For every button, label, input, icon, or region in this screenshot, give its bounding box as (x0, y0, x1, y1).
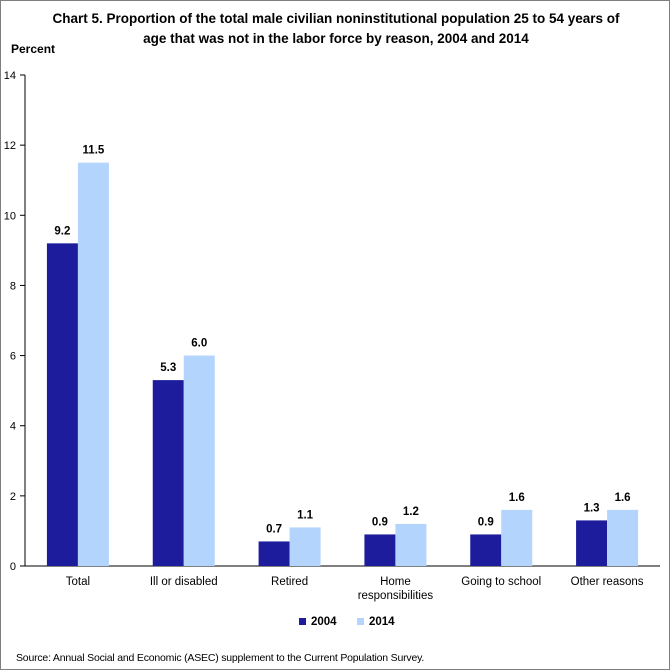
x-tick-label: Ill or disabled (150, 576, 218, 588)
bar-2014-5 (607, 509, 639, 566)
bar-2004-2 (258, 541, 290, 566)
x-tick-label: Going to school (461, 576, 541, 588)
y-axis: 0 2 4 6 8 10 12 14 (4, 70, 26, 573)
source-note: Source: Annual Social and Economic (ASEC… (16, 652, 425, 664)
y-tick-label: 14 (4, 70, 16, 82)
y-tick-label: 12 (4, 140, 16, 152)
data-label: 1.1 (297, 509, 314, 521)
data-label: 5.3 (160, 362, 176, 374)
x-axis: Total Ill or disabled Retired Home responsib… (25, 565, 660, 602)
x-tick-label: Other reasons (571, 576, 644, 588)
legend-label: 2004 (311, 616, 337, 628)
bar-2014-3 (395, 523, 427, 566)
legend-swatch-2014 (357, 618, 364, 625)
legend: 2004 2014 (299, 616, 395, 628)
bar-2004-1 (152, 380, 184, 566)
data-label: 0.7 (266, 523, 282, 535)
bar-2014-4 (501, 509, 533, 566)
data-label: 0.9 (372, 516, 388, 528)
data-label: 11.5 (83, 145, 105, 157)
bars (46, 162, 639, 567)
data-label: 1.6 (615, 492, 631, 504)
bar-2004-5 (576, 520, 608, 566)
legend-label: 2014 (369, 616, 395, 628)
data-labels: 9.2 11.5 5.3 6.0 0.7 1.1 0.9 1.2 0.9 1.6 1.3 1.6 (54, 145, 630, 536)
x-tick-label: Total (66, 576, 90, 588)
x-tick-label: Retired (271, 576, 308, 588)
data-label: 6.0 (191, 338, 207, 350)
data-label: 1.6 (509, 492, 525, 504)
data-label: 0.9 (478, 516, 494, 528)
x-tick-label: Home responsibilities (358, 576, 434, 602)
y-tick-label: 6 (10, 351, 16, 363)
y-tick-label: 0 (10, 561, 16, 573)
legend-swatch-2004 (299, 618, 306, 625)
chart-title: Chart 5. Proportion of the total male ci… (52, 11, 620, 46)
y-tick-label: 2 (10, 491, 16, 503)
y-tick-label: 4 (10, 421, 16, 433)
data-label: 1.2 (403, 506, 419, 518)
bar-2004-0 (46, 243, 78, 567)
data-label: 9.2 (54, 225, 70, 237)
bar-2014-0 (77, 162, 109, 566)
bar-2014-1 (183, 355, 215, 566)
y-tick-label: 10 (4, 210, 16, 222)
y-tick-label: 8 (10, 280, 16, 292)
bar-2014-2 (289, 527, 321, 566)
bar-2004-4 (470, 534, 502, 566)
bar-2004-3 (364, 534, 396, 566)
y-axis-label: Percent (11, 42, 56, 56)
data-label: 1.3 (584, 502, 600, 514)
